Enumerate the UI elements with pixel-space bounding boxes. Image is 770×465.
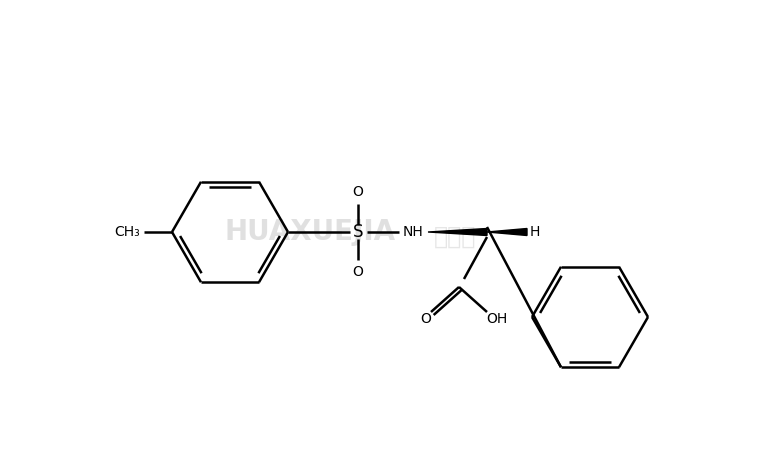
Text: H: H [530, 225, 541, 239]
Polygon shape [487, 228, 527, 235]
Text: CH₃: CH₃ [114, 225, 140, 239]
Text: S: S [353, 223, 363, 241]
Text: NH: NH [403, 225, 424, 239]
Text: O: O [353, 185, 363, 199]
Polygon shape [428, 228, 487, 235]
Text: 化学加: 化学加 [434, 225, 476, 249]
Text: O: O [353, 265, 363, 279]
Text: O: O [420, 312, 431, 326]
Text: HUAXUEJIA: HUAXUEJIA [224, 218, 396, 246]
Text: OH: OH [487, 312, 507, 326]
